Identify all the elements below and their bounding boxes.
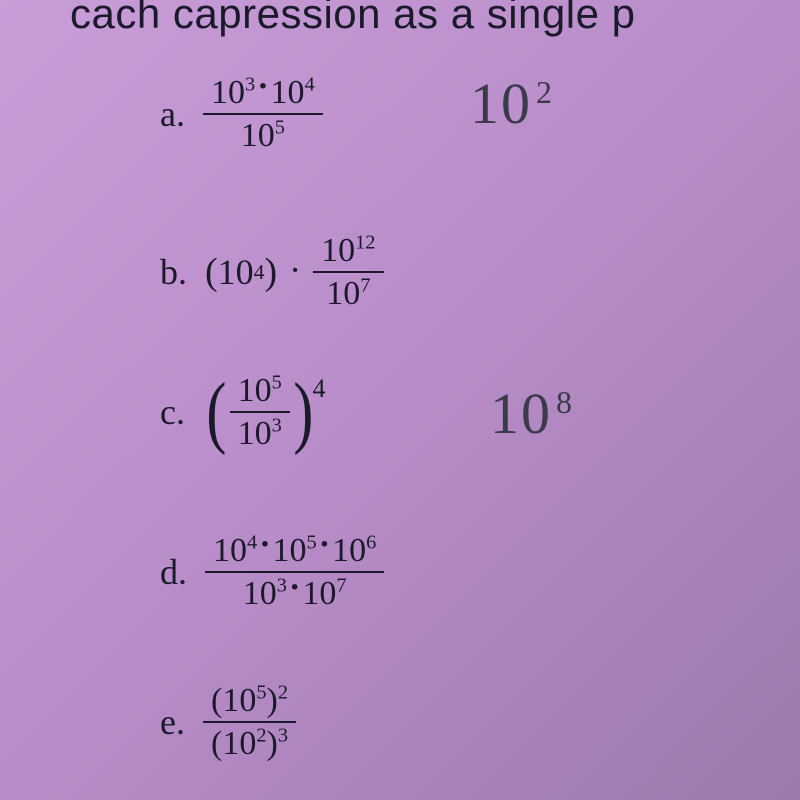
expression-b: (104) · 1012 107 [205,230,384,315]
numerator-e: (105)2 [203,680,296,721]
problem-b: b. (104) · 1012 107 [160,230,384,315]
denominator-a: 105 [233,115,293,156]
label-d: d. [160,551,187,593]
label-b: b. [160,251,187,293]
partial-header: cach capression as a single p [70,0,635,38]
fraction-e: (105)2 (102)3 [203,680,296,765]
handwritten-answer-a: 102 [470,70,552,137]
fraction-b: 1012 107 [313,230,383,315]
problem-d: d. 104·105·106 103·107 [160,530,384,615]
label-e: e. [160,701,185,743]
fraction-c: 105 103 [230,370,290,455]
problem-c: c. ( 105 103 ) 4 [160,370,325,455]
handwritten-answer-c: 108 [490,380,572,447]
denominator-d: 103·107 [235,573,355,614]
label-c: c. [160,391,185,433]
denominator-e: (102)3 [203,723,296,764]
numerator-d: 104·105·106 [205,530,384,571]
problem-a: a. 103·104 105 [160,72,323,157]
numerator-a: 103·104 [203,72,323,113]
problem-e: e. (105)2 (102)3 [160,680,296,765]
fraction-a: 103·104 105 [203,72,323,157]
label-a: a. [160,93,185,135]
fraction-d: 104·105·106 103·107 [205,530,384,615]
paren-expression-c: ( 105 103 ) 4 [203,370,325,455]
open-paren: ( [206,384,226,440]
worksheet-page: cach capression as a single p a. 103·104… [0,0,800,800]
outer-exponent-c: 4 [312,374,325,404]
close-paren: ) [293,384,313,440]
